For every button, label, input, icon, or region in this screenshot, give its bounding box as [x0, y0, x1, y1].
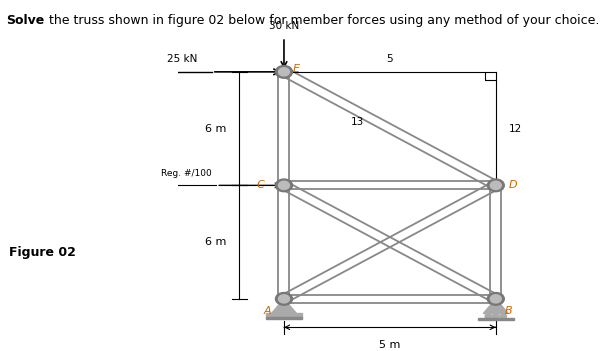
- Circle shape: [276, 292, 292, 305]
- Circle shape: [276, 66, 292, 78]
- Circle shape: [485, 314, 492, 319]
- Text: Solve: Solve: [6, 14, 44, 27]
- Text: 13: 13: [351, 117, 365, 127]
- Text: B: B: [505, 306, 512, 317]
- Text: 5: 5: [387, 54, 393, 64]
- Text: Reg. #/100: Reg. #/100: [161, 170, 212, 178]
- Text: E: E: [293, 64, 300, 74]
- Text: D: D: [508, 180, 517, 190]
- Circle shape: [492, 314, 499, 319]
- Text: 5 m: 5 m: [379, 340, 400, 350]
- Text: 12: 12: [508, 124, 522, 134]
- Circle shape: [491, 181, 501, 190]
- Circle shape: [488, 179, 504, 192]
- Bar: [266, 313, 301, 317]
- Circle shape: [279, 181, 289, 190]
- Polygon shape: [483, 299, 508, 313]
- Text: A: A: [263, 306, 271, 317]
- Bar: [478, 318, 513, 320]
- Circle shape: [500, 314, 507, 319]
- Circle shape: [276, 179, 292, 192]
- Text: 6 m: 6 m: [206, 237, 227, 247]
- Text: 25 kN: 25 kN: [167, 54, 198, 64]
- Text: 30 kN: 30 kN: [269, 21, 299, 31]
- Circle shape: [488, 292, 504, 305]
- Circle shape: [491, 295, 501, 303]
- Circle shape: [279, 295, 289, 303]
- Text: Figure 02: Figure 02: [9, 246, 76, 259]
- Circle shape: [279, 68, 289, 76]
- Text: C: C: [257, 180, 265, 190]
- Text: the truss shown in figure 02 below for member forces using any method of your ch: the truss shown in figure 02 below for m…: [45, 14, 599, 27]
- Polygon shape: [271, 299, 297, 313]
- Text: 6 m: 6 m: [206, 124, 227, 134]
- Bar: [266, 317, 301, 319]
